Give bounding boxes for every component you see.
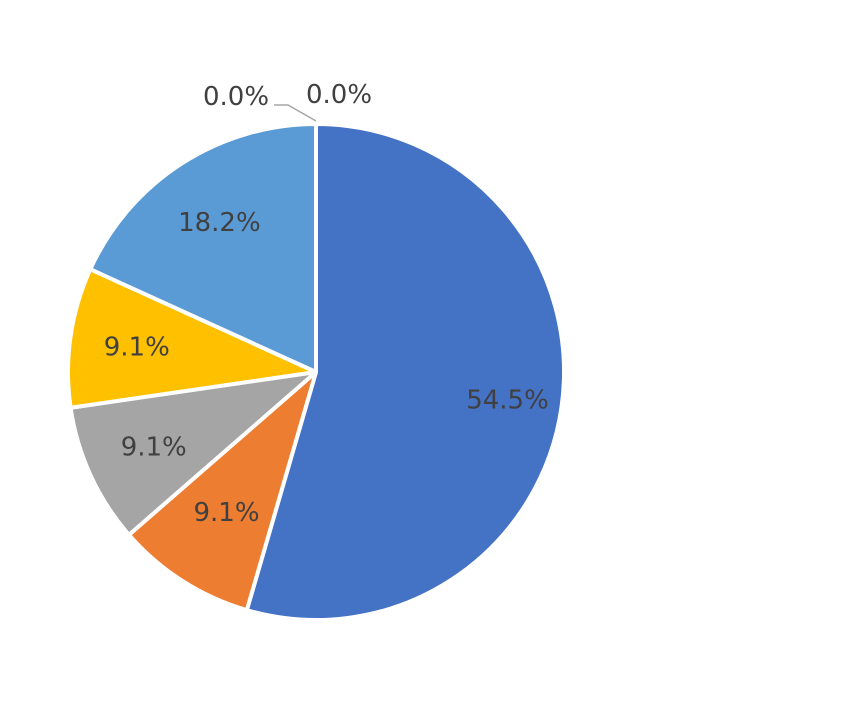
data-label-1: 54.5% <box>466 385 549 415</box>
data-label-5: 18.2% <box>178 208 261 238</box>
pie-slice-2 <box>126 370 318 613</box>
pie-slice-1 <box>244 122 566 622</box>
leader-line <box>274 104 317 122</box>
pie-slices <box>66 122 566 622</box>
data-label-6: 0.0% <box>203 82 269 112</box>
pie-slice-5 <box>88 122 318 374</box>
data-label-3: 9.1% <box>121 433 187 463</box>
data-label-4: 9.1% <box>104 332 170 362</box>
data-label-7: 0.0% <box>306 80 372 110</box>
data-label-2: 9.1% <box>193 498 259 528</box>
pie-slice-4 <box>66 267 318 410</box>
pie-slice-3 <box>68 370 318 537</box>
leader-lines <box>274 104 317 122</box>
data-labels: 54.5% 9.1% 9.1% 9.1% 18.2% 0.0% 0.0% <box>104 80 549 528</box>
